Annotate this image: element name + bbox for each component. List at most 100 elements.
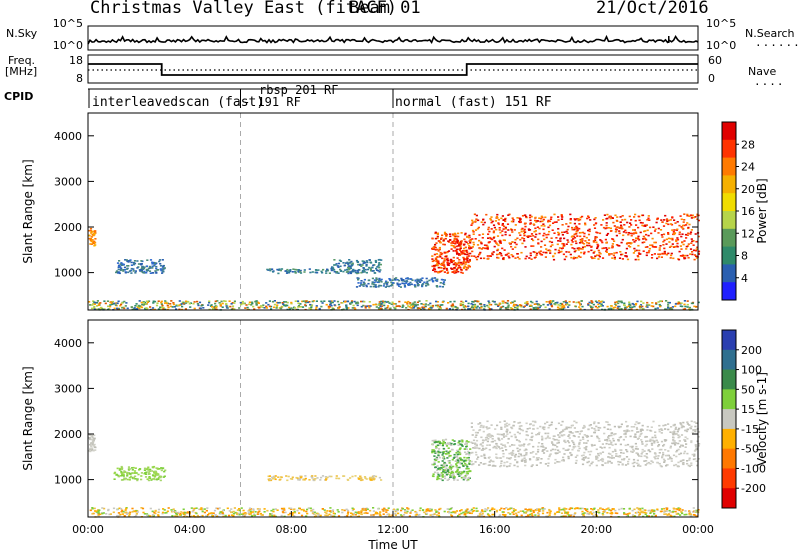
velocity-cell [517, 455, 520, 458]
power-cell [597, 249, 600, 252]
velocity-cell [500, 443, 503, 445]
power-cell [118, 272, 121, 275]
power-cell [550, 305, 554, 308]
power-cell [566, 303, 569, 306]
power-cell [349, 267, 352, 269]
power-cell [493, 301, 496, 303]
velocity-cell [444, 453, 447, 455]
velocity-cell [639, 433, 642, 436]
power-cell [374, 284, 377, 286]
power-cell [631, 302, 634, 305]
velocity-cell [564, 511, 567, 513]
velocity-cell [527, 514, 530, 517]
velocity-cell [399, 514, 403, 516]
power-cell [644, 246, 647, 248]
power-cell [614, 214, 617, 217]
power-cell [565, 255, 568, 258]
power-cell [155, 267, 158, 270]
velocity-cell [436, 472, 439, 474]
velocity-cell [527, 443, 530, 446]
power-cell [650, 232, 653, 235]
velocity-cell [439, 467, 442, 469]
power-cell [471, 229, 475, 232]
velocity-cell [91, 443, 94, 445]
power-cell [604, 227, 607, 230]
power-cell [646, 306, 649, 308]
power-cell [497, 304, 500, 307]
velocity-cell [564, 441, 567, 444]
velocity-cell [549, 510, 552, 513]
velocity-cell [649, 450, 652, 453]
power-cell [178, 304, 181, 306]
velocity-cell [567, 511, 570, 514]
power-cell [463, 257, 466, 260]
power-cell [540, 240, 543, 243]
velocity-cell [443, 457, 446, 460]
velocity-cell [314, 515, 318, 517]
velocity-cell [116, 515, 119, 517]
velocity-cell [467, 456, 470, 459]
velocity-cell [419, 507, 422, 509]
velocity-cell [211, 515, 214, 517]
power-cell [416, 301, 419, 304]
power-cell [593, 227, 597, 229]
power-cell [689, 214, 692, 216]
power-cell [631, 306, 634, 308]
power-cell [598, 302, 601, 304]
velocity-cell [680, 434, 684, 436]
velocity-cell [429, 514, 432, 516]
velocity-cell [636, 459, 639, 462]
velocity-cell [611, 508, 614, 510]
power-cell [683, 300, 686, 302]
velocity-cell [518, 448, 522, 451]
power-cell [464, 253, 467, 256]
velocity-cell [674, 444, 677, 446]
power-cell [169, 303, 172, 305]
power-cell [185, 300, 188, 303]
velocity-cell [614, 443, 617, 446]
power-cell [565, 243, 568, 245]
velocity-cell [281, 509, 284, 511]
velocity-cell [247, 512, 251, 514]
velocity-cell [449, 507, 453, 510]
velocity-cell [312, 508, 315, 511]
velocity-cell [418, 513, 421, 516]
velocity-cell [623, 433, 626, 435]
velocity-cell [654, 455, 658, 457]
power-cell [680, 226, 683, 228]
power-cell [613, 252, 616, 254]
velocity-cell [161, 511, 165, 514]
power-cell [595, 236, 598, 239]
power-cell [694, 249, 698, 252]
velocity-cell [298, 478, 302, 480]
power-cell [398, 300, 401, 303]
velocity-cell [351, 509, 354, 512]
power-cell [628, 301, 631, 304]
velocity-cell [277, 476, 280, 478]
power-cell [590, 308, 593, 310]
power-cell [475, 214, 478, 217]
power-cell [337, 272, 340, 274]
power-cell [315, 308, 318, 310]
velocity-cell [582, 427, 585, 429]
power-cell [292, 268, 295, 270]
power-cell [132, 268, 135, 270]
power-cell [288, 308, 292, 310]
power-cell [444, 237, 447, 240]
velocity-cell [500, 507, 503, 510]
power-cell [394, 307, 397, 310]
velocity-cell [623, 512, 626, 514]
velocity-cell [622, 508, 626, 510]
velocity-cell [467, 511, 470, 514]
velocity-cell [661, 429, 664, 431]
power-cell [542, 234, 545, 237]
power-cell [573, 250, 576, 253]
power-cell [676, 221, 679, 223]
velocity-cell [506, 428, 509, 431]
velocity-cell [488, 427, 491, 429]
power-cell [562, 245, 565, 248]
power-cell [426, 280, 429, 283]
velocity-cell [651, 436, 654, 439]
power-cell [121, 264, 124, 266]
velocity-cell [693, 450, 697, 452]
